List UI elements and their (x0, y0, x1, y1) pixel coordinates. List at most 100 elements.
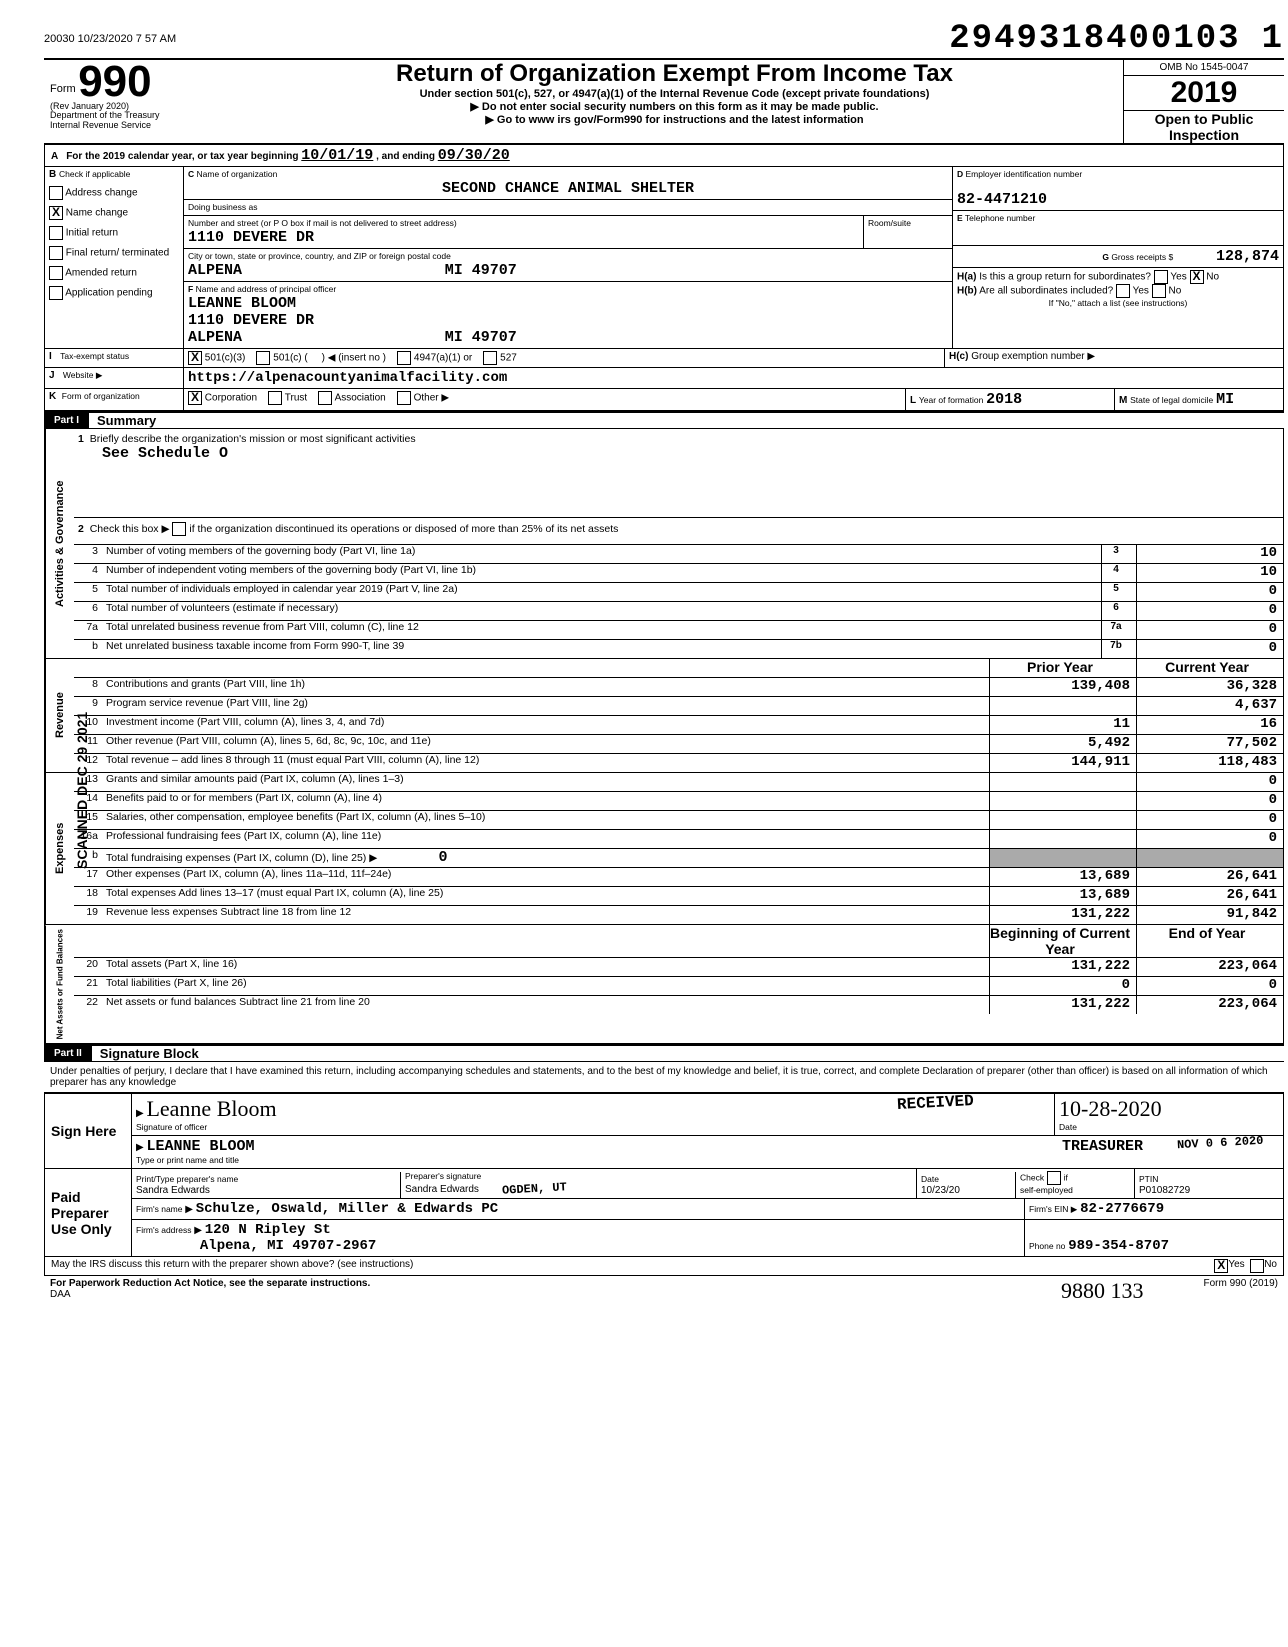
sign-here-label: Sign Here (45, 1094, 132, 1168)
line14-prior (989, 792, 1136, 810)
part-i-title: Summary (97, 413, 156, 428)
line21-end: 0 (1136, 977, 1283, 995)
discuss-yes[interactable]: X (1214, 1259, 1228, 1273)
check-final-return[interactable] (49, 246, 63, 260)
discuss-no[interactable] (1250, 1259, 1264, 1273)
header-middle: Return of Organization Exempt From Incom… (226, 60, 1123, 143)
check-501c[interactable] (256, 351, 270, 365)
row-j: J Website ▶ https://alpenacountyanimalfa… (44, 368, 1284, 389)
check-other[interactable] (397, 391, 411, 405)
line12-current: 118,483 (1136, 754, 1283, 772)
domicile: MI (1216, 391, 1234, 408)
officer-printed-name: LEANNE BLOOM (146, 1138, 254, 1155)
section-expenses: Expenses 13Grants and similar amounts pa… (44, 773, 1284, 925)
paid-preparer-label: Paid Preparer Use Only (45, 1169, 132, 1256)
check-name-change-label: Name change (66, 208, 128, 219)
line20-begin: 131,222 (989, 958, 1136, 976)
line19-text: Revenue less expenses Subtract line 18 f… (102, 906, 989, 924)
section-activities-governance: Activities & Governance 1 Briefly descri… (44, 429, 1284, 659)
hb-no[interactable] (1152, 284, 1166, 298)
check-address-change[interactable] (49, 186, 63, 200)
check-initial-return[interactable] (49, 226, 63, 240)
row-k: K Form of organization X Corporation Tru… (44, 389, 1284, 411)
col-c: C Name of organization SECOND CHANCE ANI… (184, 167, 953, 348)
ha-yes[interactable] (1154, 270, 1168, 284)
preparer-name: Sandra Edwards (136, 1185, 210, 1196)
check-discontinued[interactable] (172, 522, 186, 536)
received-stamp: RECEIVED (897, 1092, 975, 1114)
line12-text: Total revenue – add lines 8 through 11 (… (102, 754, 989, 772)
check-501c3[interactable]: X (188, 351, 202, 365)
ogden-stamp: OGDEN, UT (501, 1181, 566, 1198)
prep-date-label: Date (921, 1174, 939, 1184)
barcode-suffix: 1 (1262, 20, 1284, 58)
dba-label: Doing business as (188, 202, 257, 212)
form-number: 990 (78, 57, 151, 106)
line11-text: Other revenue (Part VIII, column (A), li… (102, 735, 989, 753)
section-revenue: Revenue Prior YearCurrent Year 8Contribu… (44, 659, 1284, 773)
org-name: SECOND CHANCE ANIMAL SHELTER (442, 180, 694, 197)
officer-label: Name and address of principal officer (196, 284, 337, 294)
signature-date-label: Date (1059, 1122, 1077, 1132)
col-current-year: Current Year (1136, 659, 1283, 677)
check-application-pending[interactable] (49, 286, 63, 300)
form-title: Return of Organization Exempt From Incom… (226, 60, 1123, 88)
ha-no[interactable]: X (1190, 270, 1204, 284)
check-association[interactable] (318, 391, 332, 405)
room-label: Room/suite (868, 218, 911, 228)
line19-current: 91,842 (1136, 906, 1283, 924)
check-trust[interactable] (268, 391, 282, 405)
form-label: Form (50, 83, 76, 95)
header-right: OMB No 1545-0047 2019 Open to Public Ins… (1123, 60, 1284, 143)
tax-exempt-label: Tax-exempt status (60, 351, 129, 361)
open-to-public-1: Open to Public (1124, 111, 1284, 127)
city-label: City or town, state or province, country… (188, 251, 451, 261)
line10-text: Investment income (Part VIII, column (A)… (102, 716, 989, 734)
hb-yes[interactable] (1116, 284, 1130, 298)
line7b-text: Net unrelated business taxable income fr… (102, 640, 1101, 658)
firm-phone-label: Phone no (1029, 1241, 1065, 1251)
footer-row: For Paperwork Reduction Act Notice, see … (44, 1276, 1284, 1306)
check-self-employed[interactable] (1047, 1171, 1061, 1185)
line1-answer: See Schedule O (102, 445, 228, 462)
form-subtitle-2: ▶ Do not enter social security numbers o… (226, 100, 1123, 113)
line6-value: 0 (1136, 602, 1283, 620)
check-4947[interactable] (397, 351, 411, 365)
line17-prior: 13,689 (989, 868, 1136, 886)
side-revenue: Revenue (45, 659, 74, 772)
state-zip: MI 49707 (445, 262, 517, 279)
firm-addr-1: 120 N Ripley St (205, 1222, 331, 1238)
check-amended-return[interactable] (49, 266, 63, 280)
firm-name: Schulze, Oswald, Miller & Edwards PC (196, 1201, 498, 1217)
form-subtitle-3: ▶ Go to www irs gov/Form990 for instruct… (226, 113, 1123, 126)
check-corporation[interactable]: X (188, 391, 202, 405)
scan-timestamp: 20030 10/23/2020 7 57 AM (44, 33, 176, 45)
officer-title: TREASURER (1062, 1138, 1143, 1155)
form-subtitle-1: Under section 501(c), 527, or 4947(a)(1)… (226, 88, 1123, 100)
line3-text: Number of voting members of the governin… (102, 545, 1101, 563)
form-irs: Internal Revenue Service (50, 121, 220, 131)
scanned-stamp: SCANNED DEC 29 2021 (74, 712, 90, 869)
line17-current: 26,641 (1136, 868, 1283, 886)
officer-signature: Leanne Bloom (146, 1096, 276, 1121)
line13-prior (989, 773, 1136, 791)
open-to-public-2: Inspection (1124, 127, 1284, 143)
firm-name-label: Firm's name (136, 1204, 183, 1214)
check-527[interactable] (483, 351, 497, 365)
hc-label: Group exemption number ▶ (971, 351, 1095, 362)
ptin-label: PTIN (1139, 1174, 1158, 1184)
check-name-change[interactable]: X (49, 206, 63, 220)
section-net-assets: Net Assets or Fund Balances Beginning of… (44, 925, 1284, 1044)
line-a-text: For the 2019 calendar year, or tax year … (66, 151, 298, 162)
ha-label: Is this a group return for subordinates? (979, 272, 1151, 283)
part-ii-header: Part II Signature Block (44, 1044, 1284, 1062)
officer-name: LEANNE BLOOM (188, 295, 296, 312)
daa: DAA (50, 1289, 71, 1300)
preparer-date: 10/23/20 (921, 1185, 960, 1196)
handwritten-note: 9880 133 (1061, 1278, 1144, 1304)
ein: 82-4471210 (957, 191, 1047, 208)
line21-begin: 0 (989, 977, 1136, 995)
prep-name-label: Print/Type preparer's name (136, 1174, 238, 1184)
entity-block: B Check if applicable Address change X N… (44, 167, 1284, 349)
barcode-number: 2949318400103 (949, 20, 1240, 58)
